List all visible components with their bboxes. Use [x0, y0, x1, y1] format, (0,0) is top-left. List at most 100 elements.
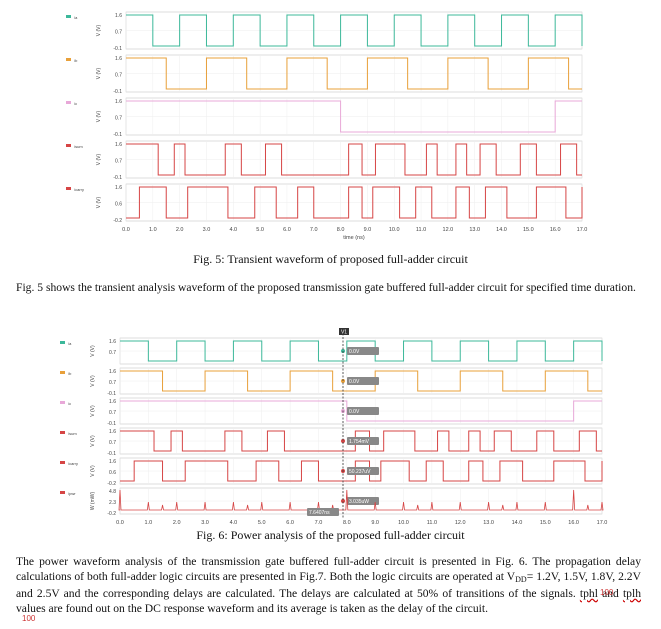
x-tick-label: 1.0 — [149, 227, 157, 233]
waveform-panel-carry: /carryV (V)1.60.6-0.250.237uV — [60, 458, 602, 487]
y-tick-label: 0.7 — [115, 30, 122, 36]
y-tick-label: 0.7 — [115, 159, 122, 165]
figure-5-caption: Fig. 5: Transient waveform of proposed f… — [0, 252, 661, 267]
legend-label: /c — [68, 401, 71, 406]
legend-label: /c — [74, 101, 77, 106]
legend-label: /sum — [74, 144, 83, 149]
y-tick-label: 0.6 — [115, 202, 122, 208]
x-tick-label: 2.0 — [176, 227, 184, 233]
page-mark-right: 100 — [600, 588, 613, 597]
legend-swatch — [60, 461, 65, 464]
legend-swatch — [60, 341, 65, 344]
y-tick-label: 1.6 — [115, 99, 122, 105]
y-tick-label: -0.2 — [107, 511, 116, 517]
y-axis-label: W (mW) — [90, 492, 96, 511]
legend-label: /b — [74, 58, 78, 63]
y-tick-label: 0.6 — [109, 470, 116, 476]
x-tick-label: 8.0 — [343, 520, 351, 526]
legend-label: /pwr — [68, 491, 76, 496]
x-tick-label: 5.0 — [256, 227, 264, 233]
x-tick-label: 14.0 — [496, 227, 507, 233]
paragraph-fig5-description: Fig. 5 shows the transient analysis wave… — [16, 281, 641, 296]
y-tick-label: 0.7 — [115, 73, 122, 79]
cursor-marker-value: 0.0V — [349, 409, 360, 415]
legend-swatch — [66, 58, 71, 61]
legend-label: /sum — [68, 431, 77, 436]
x-tick-label: 9.0 — [364, 227, 372, 233]
y-tick-label: -0.1 — [113, 132, 122, 138]
y-axis-label: V (V) — [90, 375, 96, 387]
waveform-panel-a: /a V (V) 1.6 0.7 0.0V — [60, 338, 602, 364]
cursor-marker-value: 1.754mV — [349, 439, 370, 445]
x-tick-label: 8.0 — [337, 227, 345, 233]
y-tick-label: 1.6 — [115, 56, 122, 62]
x-tick-label: 1.0 — [145, 520, 153, 526]
x-tick-label: 6.0 — [286, 520, 294, 526]
cursor-marker-value: 3.035uW — [349, 499, 369, 505]
y-tick-label: 1.6 — [115, 13, 122, 19]
y-tick-label: 1.6 — [109, 369, 116, 375]
x-tick-label: 7.0 — [310, 227, 318, 233]
figure-6-caption: Fig. 6: Power analysis of the proposed f… — [0, 528, 661, 543]
x-tick-label: 10.0 — [389, 227, 400, 233]
x-tick-label: 11.0 — [416, 227, 426, 233]
x-tick-label: 16.0 — [550, 227, 561, 233]
transient-waveform-figure: /a V (V) 1.6 0.7 -0.1/b V (V) 1.6 0.7 -0.1/c V (V… — [0, 0, 661, 245]
y-tick-label: -0.1 — [113, 89, 122, 95]
y-tick-label: 1.6 — [115, 142, 122, 148]
x-tick-label: 17.0 — [597, 520, 608, 526]
x-axis-label: time (ns) — [343, 235, 365, 241]
y-tick-label: 0.7 — [109, 440, 116, 446]
cursor-marker-value: 50.237uV — [349, 469, 371, 475]
waveform-panel-c: /c V (V) 1.6 0.7 -0.1 — [66, 98, 582, 138]
x-tick-label: 4.0 — [230, 520, 238, 526]
x-tick-label: 7.0 — [315, 520, 323, 526]
y-tick-label: -0.1 — [113, 175, 122, 181]
page-mark-left: 100 — [22, 614, 35, 623]
cursor-time-value: 7.6407ns — [309, 510, 330, 516]
y-tick-label: 0.7 — [109, 350, 116, 356]
x-tick-label: 15.0 — [523, 227, 534, 233]
x-tick-label: 2.0 — [173, 520, 181, 526]
x-tick-label: 17.0 — [577, 227, 588, 233]
y-tick-label: 0.7 — [109, 380, 116, 386]
tplh-term: tplh — [623, 587, 641, 600]
y-tick-label: 1.6 — [115, 185, 122, 191]
x-tick-label: 0.0 — [122, 227, 130, 233]
y-tick-label: 4.8 — [109, 489, 116, 495]
legend-label: /carry — [74, 187, 84, 192]
y-tick-label: -0.2 — [107, 481, 116, 487]
x-tick-label: 6.0 — [283, 227, 291, 233]
cursor-tag-label: V1 — [341, 330, 347, 336]
x-tick-label: 4.0 — [229, 227, 237, 233]
para2-text-d: values are found out on the DC response … — [16, 602, 488, 615]
cursor-marker-value: 0.0V — [349, 379, 360, 385]
x-tick-label: 3.0 — [201, 520, 209, 526]
x-tick-label: 3.0 — [203, 227, 211, 233]
paragraph-power-analysis: The power waveform analysis of the trans… — [16, 555, 641, 616]
waveform-panel-b: /bV (V)1.60.7-0.1 — [66, 55, 582, 95]
legend-swatch — [66, 15, 71, 18]
legend-label: /a — [68, 341, 72, 346]
y-tick-label: 1.6 — [109, 459, 116, 465]
x-tick-label: 13.0 — [483, 520, 494, 526]
y-tick-label: 2.3 — [109, 500, 116, 506]
y-tick-label: -0.1 — [113, 46, 122, 52]
y-tick-label: 1.6 — [109, 399, 116, 405]
x-tick-label: 9.0 — [371, 520, 379, 526]
y-tick-label: -0.1 — [107, 451, 116, 457]
x-tick-label: 11.0 — [427, 520, 437, 526]
waveform-panel-c: /c V (V) 1.6 0.7 -0.1 0.0V — [60, 398, 602, 427]
y-tick-label: 1.6 — [109, 429, 116, 435]
y-axis-label: V (V) — [96, 196, 102, 208]
legend-label: /a — [74, 15, 78, 20]
y-axis-label: V (V) — [90, 435, 96, 447]
y-tick-label: -0.1 — [107, 421, 116, 427]
legend-swatch — [60, 431, 65, 434]
x-tick-label: 12.0 — [455, 520, 466, 526]
y-axis-label: V (V) — [96, 110, 102, 122]
legend-swatch — [66, 187, 71, 190]
y-tick-label: 0.7 — [115, 116, 122, 122]
y-tick-label: -0.2 — [113, 218, 122, 224]
x-tick-label: 13.0 — [469, 227, 480, 233]
